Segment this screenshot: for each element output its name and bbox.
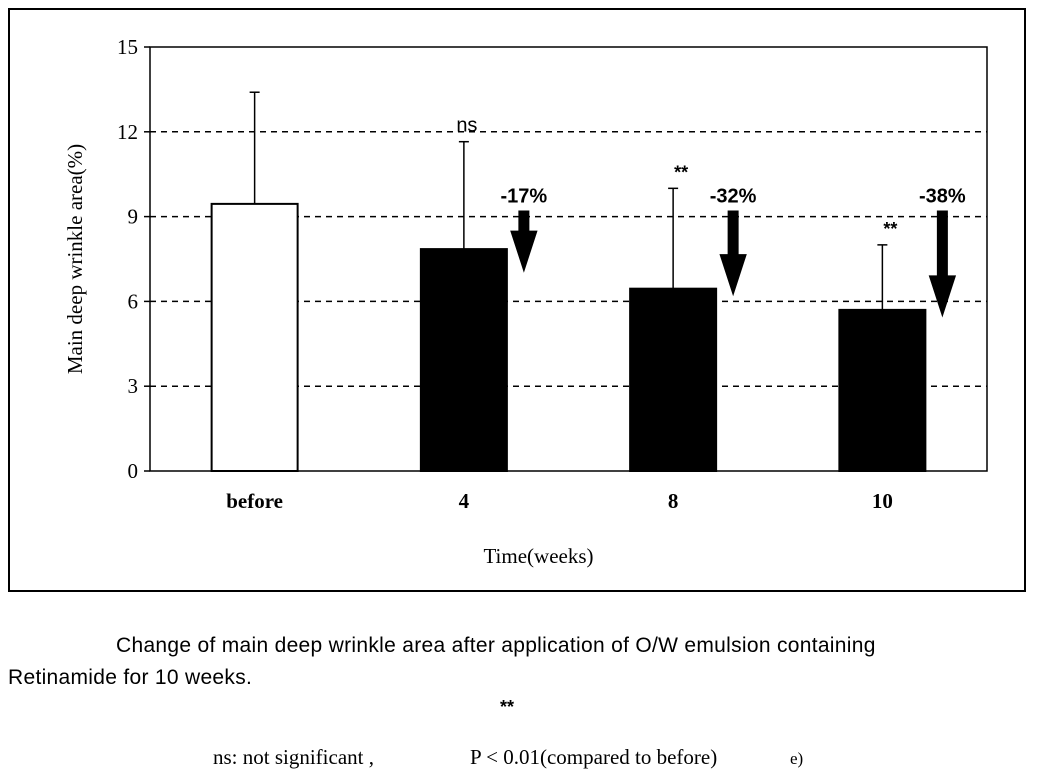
significance-label: ** bbox=[674, 162, 688, 182]
footnote-significance-mark: ** bbox=[500, 697, 515, 717]
caption-line-1: Change of main deep wrinkle area after a… bbox=[116, 634, 876, 657]
footnote-p-text: P < 0.01(compared to before) bbox=[470, 745, 718, 769]
y-axis-label: Main deep wrinkle area(%) bbox=[63, 144, 87, 374]
bar-10 bbox=[838, 308, 927, 472]
y-tick-label: 12 bbox=[117, 120, 138, 144]
x-tick-label: before bbox=[226, 489, 283, 513]
x-tick-label: 10 bbox=[872, 489, 893, 513]
footnote-reference: e) bbox=[790, 749, 804, 768]
change-label: -17% bbox=[501, 185, 548, 207]
chart-frame: 0 3 6 9 12 15 Time(weeks) Main deep wrinkle are… bbox=[8, 8, 1026, 592]
footnote-ns-text: ns: not significant , bbox=[213, 745, 374, 769]
y-tick-label: 15 bbox=[117, 35, 138, 59]
significance-label: ** bbox=[883, 219, 897, 239]
y-tick-label: 3 bbox=[128, 374, 139, 398]
y-tick-label: 6 bbox=[128, 289, 139, 313]
x-axis-label: Time(weeks) bbox=[483, 544, 593, 568]
caption-line-2: Retinamide for 10 weeks. bbox=[8, 666, 253, 689]
decrease-arrow-icon bbox=[510, 210, 538, 273]
y-tick-label: 9 bbox=[128, 205, 139, 229]
change-label: -38% bbox=[919, 185, 966, 207]
plot-area bbox=[149, 46, 988, 472]
bar-8 bbox=[629, 287, 718, 472]
significance-label: ns bbox=[456, 115, 477, 137]
decrease-arrow-icon bbox=[719, 210, 747, 297]
y-tick-label: 0 bbox=[128, 459, 139, 483]
x-tick-label: 8 bbox=[668, 489, 679, 513]
change-label: -32% bbox=[710, 185, 757, 207]
bar-4 bbox=[419, 248, 508, 472]
x-tick-label: 4 bbox=[459, 489, 470, 513]
bar-before bbox=[210, 202, 299, 472]
bar-chart: 0 3 6 9 12 15 Time(weeks) Main deep wrinkle are… bbox=[63, 35, 988, 568]
decrease-arrow-icon bbox=[928, 210, 957, 318]
